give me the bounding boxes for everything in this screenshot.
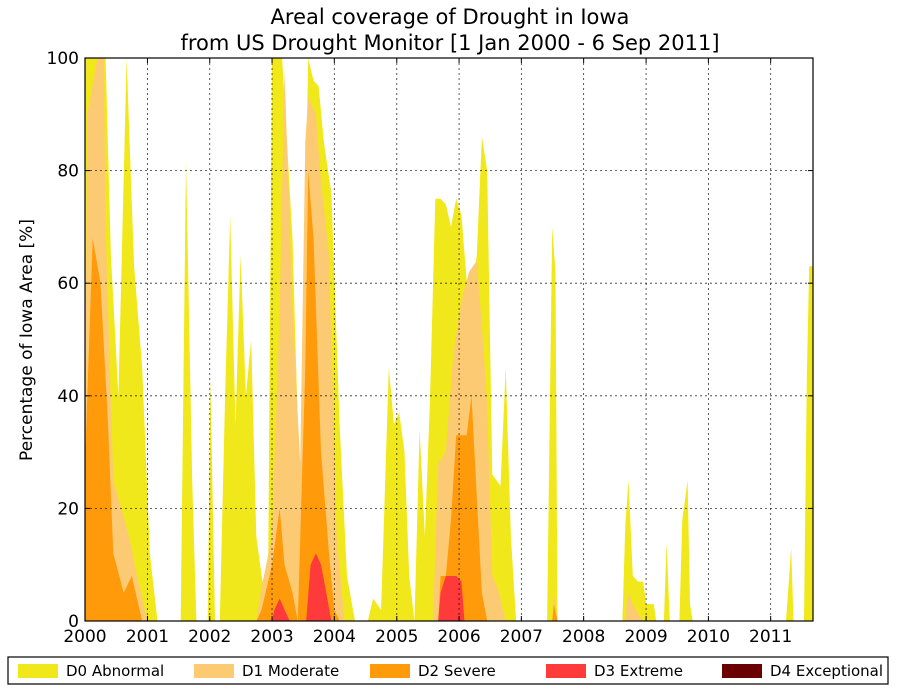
legend-swatch-d4-exceptional bbox=[722, 664, 762, 678]
x-tick-label: 2010 bbox=[687, 627, 730, 647]
x-tick-label: 2007 bbox=[500, 627, 543, 647]
legend-label-d0-abnormal: D0 Abnormal bbox=[66, 662, 164, 680]
y-tick-label: 80 bbox=[57, 162, 79, 182]
x-tick-label: 2004 bbox=[313, 627, 356, 647]
chart-title: Areal coverage of Drought in Iowa bbox=[271, 5, 630, 29]
legend-swatch-d1-moderate bbox=[194, 664, 234, 678]
y-tick-label: 100 bbox=[47, 49, 79, 69]
chart-subtitle: from US Drought Monitor [1 Jan 2000 - 6 … bbox=[180, 31, 719, 55]
x-tick-label: 2002 bbox=[188, 627, 231, 647]
x-tick-label: 2001 bbox=[126, 627, 169, 647]
y-tick-label: 20 bbox=[57, 499, 79, 519]
y-tick-label: 0 bbox=[68, 612, 79, 632]
y-tick-label: 40 bbox=[57, 387, 79, 407]
legend: D0 Abnormal D1 Moderate D2 Severe D3 Extrem… bbox=[8, 657, 888, 684]
legend-swatch-d0-abnormal bbox=[18, 664, 58, 678]
x-tick-label: 2005 bbox=[375, 627, 418, 647]
x-tick-label: 2008 bbox=[562, 627, 605, 647]
legend-label-d3-extreme: D3 Extreme bbox=[594, 662, 683, 680]
x-tick-label: 2011 bbox=[749, 627, 792, 647]
x-tick-label: 2003 bbox=[250, 627, 293, 647]
y-tick-label: 60 bbox=[57, 274, 79, 294]
x-tick-label: 2009 bbox=[624, 627, 667, 647]
y-axis-label: Percentage of Iowa Area [%] bbox=[17, 219, 37, 461]
legend-label-d2-severe: D2 Severe bbox=[418, 662, 496, 680]
legend-swatch-d2-severe bbox=[370, 664, 410, 678]
legend-label-d4-exceptional: D4 Exceptional bbox=[770, 662, 883, 680]
x-tick-label: 2006 bbox=[437, 627, 480, 647]
legend-swatch-d3-extreme bbox=[546, 664, 586, 678]
legend-label-d1-moderate: D1 Moderate bbox=[242, 662, 339, 680]
drought-chart: Areal coverage of Drought in Iowa from U… bbox=[0, 0, 900, 696]
